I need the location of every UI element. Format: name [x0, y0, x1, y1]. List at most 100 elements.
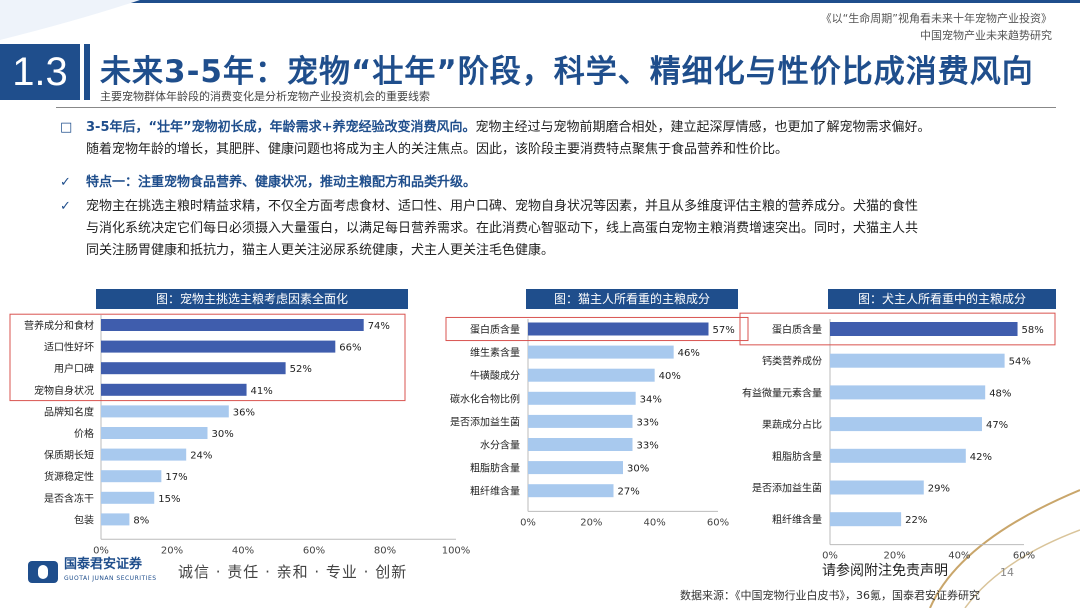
- chart-2-bar: [528, 438, 633, 451]
- chart-3-value-label: 48%: [989, 388, 1011, 399]
- company-logo: 国泰君安证券 GUOTAI JUNAN SECURITIES: [28, 558, 157, 586]
- chart-2-category-label: 是否添加益生菌: [450, 415, 520, 428]
- chart-1-category-label: 营养成分和食材: [24, 319, 94, 332]
- paragraph-1: □ 3-5年后，“壮年”宠物初长成，年龄需求+养宠经验改变消费风向。宠物主经过与宠…: [60, 117, 1060, 161]
- chart-1-category-label: 宠物自身状况: [34, 384, 94, 397]
- chart-3-value-label: 58%: [1022, 325, 1044, 336]
- chart-1-bar: [101, 362, 286, 375]
- disclaimer: 请参阅附注免责声明: [822, 563, 948, 579]
- check-icon: ✓: [60, 199, 71, 214]
- chart-1-value-label: 41%: [251, 386, 273, 397]
- chart-2-category-label: 粗脂肪含量: [470, 462, 520, 475]
- chart-1-bar: [101, 383, 247, 396]
- chart-1-value-label: 52%: [290, 364, 312, 375]
- section-number: 1.3: [0, 44, 80, 100]
- chart-3-category-label: 钙类营养成份: [762, 355, 822, 368]
- chart-2-category-label: 水分含量: [480, 439, 520, 452]
- chart-1-bar: [101, 448, 187, 461]
- chart-1-value-label: 17%: [165, 472, 187, 483]
- chart-1-title: 图：宠物主挑选主粮考虑因素全面化: [96, 289, 408, 309]
- chart-2-category-label: 粗纤维含量: [470, 485, 520, 498]
- chart-3-highlight-box: [739, 312, 1056, 346]
- chart-2-category-label: 牛磺酸成分: [470, 369, 520, 382]
- square-bullet-icon: □: [60, 120, 73, 135]
- chart-1-value-label: 74%: [368, 321, 390, 332]
- chart-1-bar: [101, 470, 162, 483]
- paragraph-2: ✓ 特点一：注重宠物食品营养、健康状况，推动主粮配方和品类升级。: [60, 172, 1060, 194]
- chart-3-category-label: 粗脂肪含量: [772, 450, 822, 463]
- chart-1-tick-label: 0%: [93, 545, 109, 556]
- paragraph-3-line3: 同关注肠胃健康和抵抗力，猫主人更关注泌尿系统健康，犬主人更关注毛色健康。: [86, 243, 555, 258]
- chart-1-category-label: 包装: [74, 513, 94, 526]
- chart-1-tick-label: 60%: [303, 545, 325, 556]
- chart-2-bar: [528, 322, 709, 336]
- chart-2-title: 图：猫主人所看重的主粮成分: [526, 289, 738, 309]
- chart-1-bar: [101, 427, 208, 439]
- chart-2-bar: [528, 461, 623, 475]
- slogan: 诚信 · 责任 · 亲和 · 专业 · 创新: [178, 563, 408, 581]
- chart-1-tick-label: 20%: [161, 545, 183, 556]
- chart-3-tick-label: 60%: [1013, 551, 1035, 562]
- chart-3-value-label: 22%: [905, 515, 927, 526]
- chart-3-bar: [830, 322, 1018, 336]
- chart-1-value-label: 24%: [190, 451, 212, 462]
- chart-1-bar: [101, 340, 336, 353]
- chart-1-highlight-box: [9, 313, 406, 402]
- chart-3-value-label: 47%: [986, 420, 1008, 431]
- chart-1-value-label: 66%: [339, 343, 361, 354]
- logo-name: 国泰君安证券: [64, 557, 143, 572]
- chart-2-value-label: 40%: [659, 371, 681, 382]
- chart-2-bar: [528, 414, 633, 428]
- section-divider-bar: [84, 44, 90, 100]
- chart-3-category-label: 蛋白质含量: [772, 323, 822, 336]
- chart-2-value-label: 30%: [627, 464, 649, 475]
- chart-1-bar: [101, 319, 364, 331]
- page-subtitle: 主要宠物群体年龄段的消费变化是分析宠物产业投资机会的重要线索: [100, 90, 430, 103]
- chart-1-bar: [101, 405, 229, 418]
- page-number: 14: [1000, 566, 1014, 579]
- paragraph-3: ✓ 宠物主在挑选主粮时精益求精，不仅全方面考虑食材、适口性、用户口碑、宠物自身状况…: [60, 196, 1060, 262]
- chart-3-category-label: 有益微量元素含量: [742, 386, 822, 399]
- chart-2-value-label: 27%: [618, 487, 640, 498]
- chart-1-category-label: 是否含冻干: [44, 492, 94, 505]
- chart-2-bar: [528, 345, 674, 359]
- chart-1-tick-label: 40%: [232, 545, 254, 556]
- paragraph-2-highlight: 特点一：注重宠物食品营养、健康状况，推动主粮配方和品类升级。: [86, 175, 477, 190]
- chart-1-category-label: 品牌知名度: [44, 405, 94, 418]
- chart-1-category-label: 货源稳定性: [44, 470, 94, 483]
- chart-2-value-label: 33%: [637, 441, 659, 452]
- chart-1-category-label: 用户口碑: [54, 362, 94, 375]
- chart-2-category-label: 维生素含量: [470, 346, 520, 359]
- chart-2-bar: [528, 484, 614, 498]
- chart-1-value-label: 30%: [212, 429, 234, 440]
- paragraph-1-highlight: 3-5年后，“壮年”宠物初长成，年龄需求+养宠经验改变消费风向。: [86, 120, 476, 135]
- chart-1-category-label: 保质期长短: [44, 449, 94, 462]
- chart-1-value-label: 15%: [158, 494, 180, 505]
- chart-1-value-label: 8%: [133, 515, 149, 526]
- chart-2-tick-label: 20%: [580, 517, 602, 528]
- chart-1-category-label: 适口性好坏: [44, 341, 94, 354]
- chart-2-category-label: 碳水化合物比例: [450, 392, 520, 405]
- chart-2-bar: [528, 391, 636, 405]
- chart-3-value-label: 42%: [970, 452, 992, 463]
- chart-2-highlight-box: [445, 316, 749, 342]
- chart-1-value-label: 36%: [233, 407, 255, 418]
- chart-2-value-label: 57%: [713, 325, 735, 336]
- chart-3-bar: [830, 417, 982, 432]
- chart-3-bar: [830, 480, 924, 495]
- chart-1-category-label: 价格: [74, 427, 94, 440]
- chart-3-title: 图：犬主人所看重中的主粮成分: [828, 289, 1056, 309]
- chart-3-tick-label: 20%: [884, 551, 906, 562]
- chart-2-value-label: 33%: [637, 417, 659, 428]
- paragraph-1-text: 宠物主经过与宠物前期磨合相处，建立起深厚情感，也更加了解宠物需求偏好。: [475, 120, 931, 135]
- chart-2-category-label: 蛋白质含量: [470, 323, 520, 336]
- chart-3-category-label: 粗纤维含量: [772, 513, 822, 526]
- logo-icon: [28, 561, 58, 583]
- paragraph-3-line2: 与消化系统决定它们每日必须摄入大量蛋白，以满足每日营养需求。在此消费心智驱动下，…: [86, 221, 919, 236]
- chart-1-bar: [101, 513, 130, 526]
- chart-1-tick-label: 80%: [374, 545, 396, 556]
- chart-2-value-label: 46%: [678, 348, 700, 359]
- chart-2-tick-label: 0%: [520, 517, 536, 528]
- top-accent-bar: [0, 0, 1080, 3]
